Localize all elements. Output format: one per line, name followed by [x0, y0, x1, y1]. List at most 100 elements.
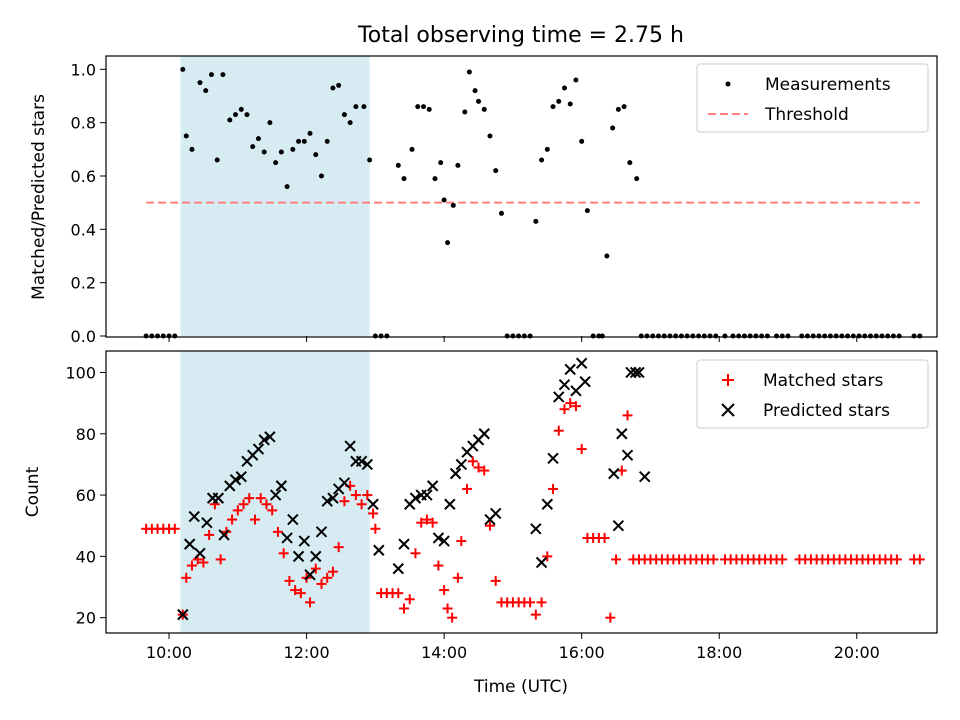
bottom-axes-frame: [105, 350, 938, 634]
measurement-point: [255, 136, 261, 142]
predicted-star-point: [201, 516, 213, 529]
measurement-point: [420, 104, 426, 110]
measurement-point: [278, 149, 284, 155]
matched-star-point: [186, 560, 197, 571]
measurement-point: [839, 333, 845, 339]
measurement-point: [367, 157, 373, 163]
measurement-point: [850, 333, 856, 339]
predicted-star-point: [235, 470, 247, 483]
predicted-star-point: [438, 535, 450, 547]
x-tick-label: 10:00: [146, 643, 192, 662]
measurement-point: [401, 176, 407, 182]
matched-star-point: [565, 398, 576, 409]
predicted-star-point: [409, 492, 422, 504]
y-tick-label: 80: [76, 425, 96, 444]
measurement-point: [610, 125, 616, 131]
predicted-star-point: [177, 608, 189, 621]
top-highlight-span: [180, 56, 370, 336]
matched-star-point: [215, 554, 226, 565]
matched-star-point: [232, 505, 243, 516]
measurement-point: [650, 333, 656, 339]
x-axis-label: Time (UTC): [473, 677, 568, 697]
measurement-point: [539, 157, 545, 163]
predicted-star-point: [264, 431, 276, 443]
measurement-point: [284, 184, 290, 190]
top-x-ticks: [168, 336, 858, 342]
predicted-star-point: [304, 569, 316, 581]
measurement-point: [160, 333, 166, 339]
matched-star-point: [272, 526, 283, 537]
predicted-star-point: [281, 532, 293, 544]
measurement-point: [143, 333, 149, 339]
predicted-star-point: [355, 455, 368, 468]
measurement-point: [573, 77, 579, 83]
predicted-star-point: [547, 452, 559, 464]
matched-star-point: [622, 410, 633, 421]
legend-matched-label: Matched stars: [763, 371, 883, 391]
measurement-point: [455, 162, 461, 168]
measurement-point: [238, 106, 244, 112]
matched-star-point: [238, 499, 249, 510]
predicted-star-point: [449, 467, 462, 480]
measurement-point: [172, 333, 178, 339]
predicted-star-point: [444, 498, 456, 510]
measurement-point: [318, 173, 324, 179]
predicted-star-point: [194, 547, 206, 560]
matched-star-point: [708, 554, 719, 565]
measurement-point: [785, 333, 791, 339]
measurement-point: [220, 72, 226, 78]
measurement-point: [313, 152, 319, 158]
predicted-star-point: [292, 550, 305, 563]
predicted-star-point: [575, 357, 588, 369]
bottom-panel: 10:00 12:00 14:00 16:00 18:00 20:00 20 40 60 80 1…: [23, 350, 938, 697]
measurement-point: [324, 138, 330, 144]
top-axes-frame: [105, 55, 938, 338]
predicted-star-point: [392, 562, 404, 575]
matched-star-point: [181, 572, 192, 583]
legend-predicted-marker: [721, 403, 735, 417]
predicted-star-point: [258, 434, 270, 446]
measurement-point: [827, 333, 833, 339]
legend-predicted-label: Predicted stars: [763, 401, 890, 421]
bottom-y-axis-label: Count: [23, 466, 43, 517]
predicted-star-point: [188, 510, 200, 523]
measurement-point: [426, 106, 432, 112]
matched-star-point: [404, 594, 415, 605]
measurement-point: [822, 333, 828, 339]
matched-star-point: [442, 603, 453, 614]
matched-star-point: [421, 514, 432, 525]
predicted-star-point: [310, 550, 322, 563]
measurement-point: [810, 333, 816, 339]
matched-star-point: [362, 490, 373, 501]
matched-star-point: [284, 575, 295, 586]
matched-star-point: [250, 514, 261, 525]
predicted-star-point: [367, 498, 379, 510]
measurement-point: [183, 133, 189, 139]
matched-star-point: [914, 554, 925, 565]
matched-star-point: [479, 465, 490, 476]
x-tick-label: 16:00: [559, 643, 605, 662]
matched-star-point: [559, 404, 570, 415]
measurement-point: [415, 104, 421, 110]
measurement-point: [233, 112, 239, 118]
measurement-point: [684, 333, 690, 339]
matched-star-point: [416, 517, 427, 528]
measurement-point: [747, 333, 753, 339]
y-tick-label: 100: [65, 363, 96, 382]
measurement-point: [361, 104, 367, 110]
predicted-star-point: [269, 489, 282, 501]
predicted-star-point: [426, 480, 439, 492]
predicted-star-point: [633, 366, 645, 379]
measurement-point: [378, 333, 384, 339]
matched-star-point: [530, 609, 541, 620]
measurement-point: [445, 240, 451, 246]
measurement-point: [214, 157, 220, 163]
matched-star-point: [255, 493, 266, 504]
measurement-point: [673, 333, 679, 339]
predicted-star-point: [421, 489, 433, 501]
matched-star-point: [490, 575, 501, 586]
measurement-point: [833, 333, 839, 339]
measurement-point: [713, 333, 719, 339]
measurement-point: [638, 333, 644, 339]
matched-star-point: [261, 499, 272, 510]
